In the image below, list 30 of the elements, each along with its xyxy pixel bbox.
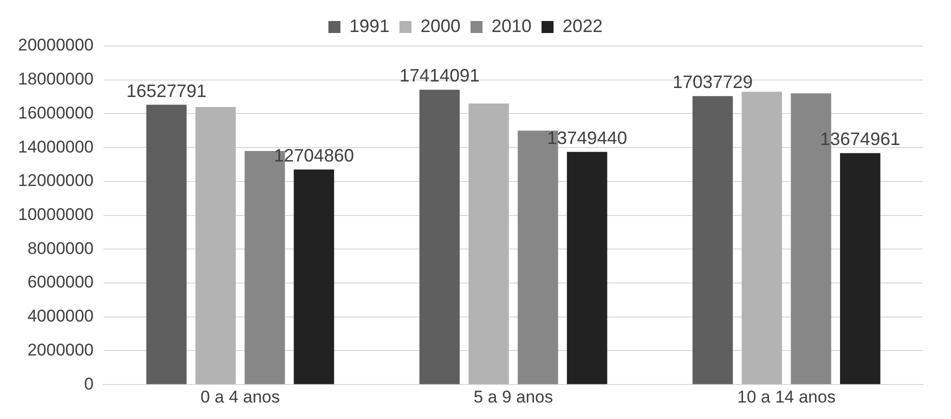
x-tick-label: 10 a 14 anos: [737, 387, 836, 406]
y-tick-label: 20000000: [18, 36, 94, 55]
data-label: 17414091: [400, 66, 480, 86]
y-tick-label: 18000000: [18, 70, 94, 89]
legend-label: 2000: [420, 16, 461, 36]
x-tick-label: 5 a 9 anos: [474, 387, 554, 406]
y-tick-label: 14000000: [18, 137, 94, 156]
bar: [294, 170, 334, 384]
bar: [742, 92, 782, 384]
bar: [468, 104, 509, 384]
y-tick-label: 6000000: [27, 272, 94, 292]
y-tick-label: 12000000: [18, 171, 94, 190]
bar: [840, 153, 880, 384]
y-tick-label: 4000000: [27, 306, 94, 326]
x-tick-label: 0 a 4 anos: [200, 387, 280, 406]
y-tick-label: 0: [84, 374, 94, 394]
legend-label: 1991: [349, 16, 390, 36]
y-tick-label: 8000000: [27, 238, 94, 258]
y-tick-label: 2000000: [27, 340, 94, 360]
y-tick-label: 10000000: [18, 204, 94, 224]
bar: [146, 104, 187, 384]
bar: [419, 90, 460, 384]
data-label: 17037729: [672, 72, 753, 92]
bar: [195, 106, 236, 384]
y-tick-label: 16000000: [18, 103, 94, 122]
data-label: 16527791: [126, 80, 206, 101]
legend-label: 2022: [562, 16, 603, 36]
legend-label: 2010: [492, 16, 532, 36]
bar: [566, 152, 608, 384]
bar: [692, 96, 733, 384]
